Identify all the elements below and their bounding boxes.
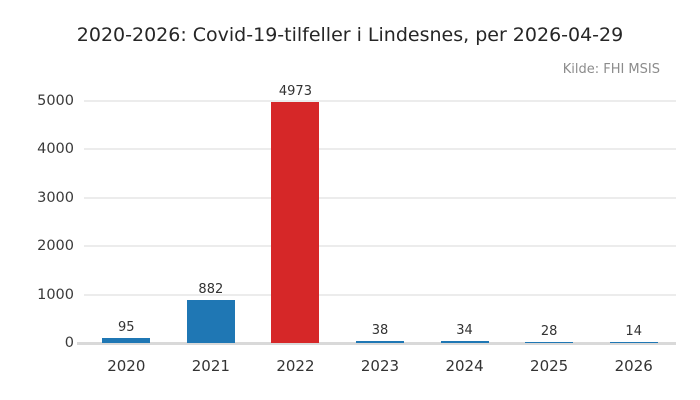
bar (355, 341, 404, 343)
x-axis-tick-label: 2024 (445, 357, 484, 375)
bar-value-label: 34 (456, 323, 473, 339)
y-axis-tick-label: 1000 (37, 286, 74, 303)
bar (271, 102, 320, 343)
bar-column: 4973 2022 (253, 85, 338, 375)
y-axis: 0 1000 2000 3000 4000 5000 (0, 93, 74, 351)
bar (525, 341, 574, 343)
gridline (84, 245, 676, 248)
bar (102, 338, 151, 343)
bar-value-label: 4973 (278, 84, 312, 100)
gridline (84, 100, 676, 102)
bar (186, 300, 235, 343)
bar-column: 34 2024 (422, 101, 507, 375)
bar-value-label: 882 (198, 282, 224, 298)
bar (609, 342, 658, 343)
x-axis-tick-label: 2022 (276, 357, 315, 375)
x-axis-tick-label: 2020 (107, 357, 146, 375)
y-axis-tick-label: 2000 (37, 238, 74, 255)
x-axis-tick-label: 2025 (530, 357, 569, 375)
gridline (84, 148, 676, 151)
bar-column: 38 2023 (338, 101, 423, 375)
y-axis-tick-label: 5000 (37, 93, 74, 109)
bar-column: 95 2020 (84, 101, 169, 375)
bar-column: 14 2026 (591, 101, 676, 375)
source-label: Kilde: FHI MSIS (562, 62, 660, 77)
bar-value-label: 38 (371, 323, 389, 339)
bar-value-label: 14 (625, 324, 642, 339)
chart-title: 2020-2026: Covid-19-tilfeller i Lindesne… (76, 24, 624, 46)
bar-value-label: 28 (540, 323, 558, 339)
y-axis-tick-label: 4000 (37, 141, 74, 158)
gridline (84, 293, 676, 296)
plot-area: 95 2020 882 2021 4973 2022 38 2023 34 2024 28 2025 1… (77, 85, 676, 375)
y-axis-tick-label: 0 (64, 335, 74, 351)
bar (440, 341, 489, 343)
bar-column: 882 2021 (169, 101, 254, 375)
x-axis-tick-label: 2023 (360, 357, 400, 375)
gridline (84, 196, 676, 199)
y-axis-tick-label: 3000 (37, 189, 74, 206)
bar-value-label: 95 (118, 320, 135, 336)
bar-column: 28 2025 (507, 101, 592, 375)
x-axis-baseline (77, 342, 676, 345)
x-axis-tick-label: 2021 (191, 357, 230, 375)
x-axis-tick-label: 2026 (614, 357, 653, 375)
